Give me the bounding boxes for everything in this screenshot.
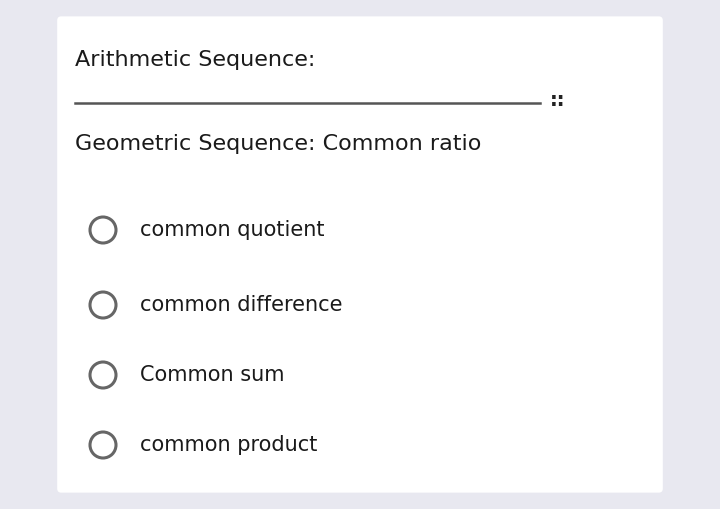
Text: Arithmetic Sequence:: Arithmetic Sequence: xyxy=(75,50,315,70)
Text: Common sum: Common sum xyxy=(140,365,284,385)
Text: ::: :: xyxy=(550,91,565,109)
Text: Geometric Sequence: Common ratio: Geometric Sequence: Common ratio xyxy=(75,134,482,154)
Text: common difference: common difference xyxy=(140,295,343,315)
Text: common product: common product xyxy=(140,435,318,455)
FancyBboxPatch shape xyxy=(57,16,663,493)
Text: common quotient: common quotient xyxy=(140,220,325,240)
